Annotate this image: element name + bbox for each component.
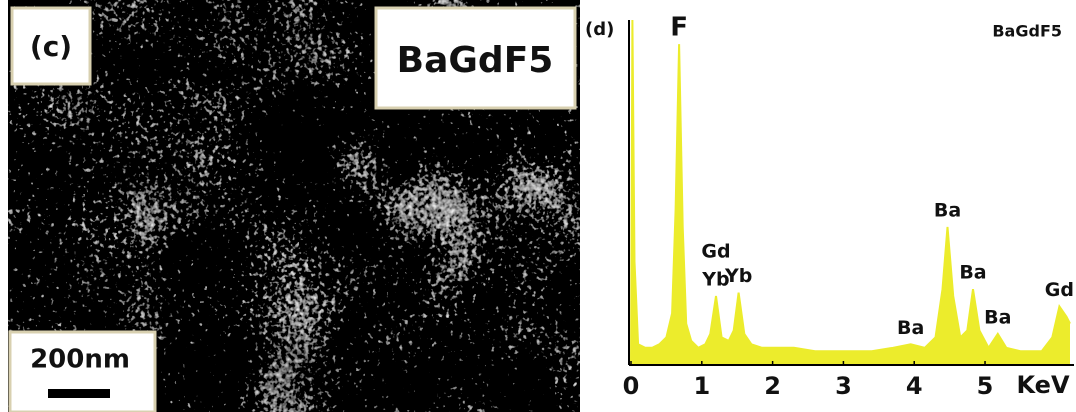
panel-label: (d) xyxy=(585,19,614,40)
x-tick-label: 3 xyxy=(835,372,852,400)
x-tick-label: 2 xyxy=(764,372,781,400)
peak-label: Gd xyxy=(1045,279,1074,301)
x-tick-label: 1 xyxy=(693,372,710,400)
peak-label: Ba xyxy=(959,262,986,284)
x-tick-label: 0 xyxy=(623,372,640,400)
x-tick-label: 5 xyxy=(977,372,994,400)
peak-label: Yb xyxy=(724,265,752,287)
peak-label: Gd xyxy=(701,241,730,263)
peak-label: Ba xyxy=(934,200,961,222)
material-label: BaGdF5 xyxy=(397,40,554,81)
x-axis-label: KeV xyxy=(1016,371,1069,399)
peak-label: F xyxy=(670,13,688,43)
panel-c: (c) BaGdF5 200nm xyxy=(8,0,580,412)
peak-label: Ba xyxy=(897,317,924,339)
figure: (c) BaGdF5 200nm (d) BaGdF5 KeV 0 1 2 3 4 5 F Y… xyxy=(0,0,1076,412)
peak-label: Ba xyxy=(984,306,1011,328)
x-tick-label: 4 xyxy=(906,372,923,400)
panel-label: (c) xyxy=(30,30,72,63)
scale-bar xyxy=(48,389,110,398)
chart-title: BaGdF5 xyxy=(992,22,1062,41)
scale-bar-label: 200nm xyxy=(30,345,130,375)
